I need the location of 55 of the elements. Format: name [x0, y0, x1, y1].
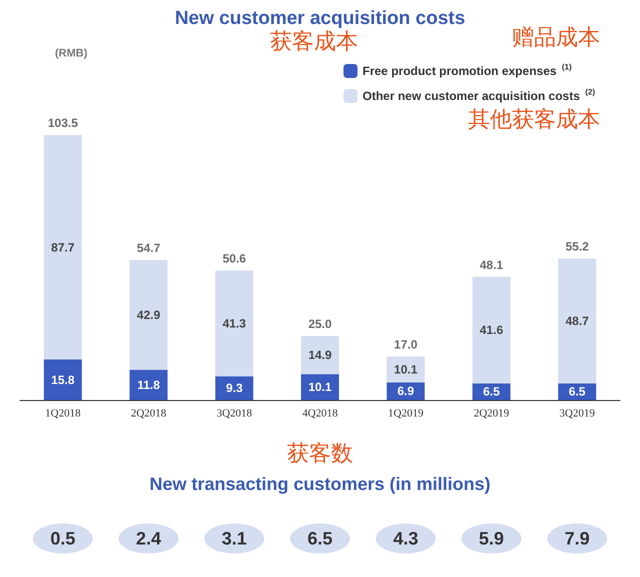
text: 获客成本 — [270, 28, 358, 54]
y-axis-title: (RMB) — [55, 48, 88, 60]
bar — [386, 356, 425, 382]
x-tick-label: 2Q2019 — [474, 408, 510, 420]
bar — [44, 360, 82, 400]
data-label: 87.7 — [51, 240, 75, 254]
data-label: 0.5 — [50, 528, 76, 548]
text: New transacting customers (in millions) — [149, 474, 491, 494]
data-label: 10.1 — [394, 362, 418, 376]
data-label: 6.9 — [397, 384, 414, 398]
data-label: 6.5 — [307, 528, 333, 548]
data-label: 15.8 — [51, 372, 75, 387]
x-tick-label: 4Q2018 — [302, 408, 338, 420]
bar — [301, 374, 339, 400]
x-tick-label: 1Q2018 — [45, 408, 82, 420]
bar — [558, 258, 596, 384]
text: 其他获客成本 — [468, 106, 600, 132]
bar — [44, 135, 82, 360]
data-label: 2.4 — [136, 528, 162, 548]
legend-label: Other new customer acquisition costs (2) — [362, 88, 596, 103]
data-label: 10.1 — [308, 380, 332, 394]
bar — [215, 376, 254, 400]
x-tick-label: 3Q2018 — [216, 408, 253, 420]
data-label: 9.3 — [226, 381, 243, 396]
data-label: 42.9 — [136, 308, 161, 322]
legend-label: Free product promotion expenses (1) — [362, 62, 572, 78]
data-label: 41.6 — [480, 323, 504, 338]
total-label: 17.0 — [394, 337, 418, 352]
data-label: 5.9 — [478, 528, 504, 548]
text: 赠品成本 — [512, 24, 600, 50]
total-label: 25.0 — [308, 316, 332, 331]
bar — [472, 276, 510, 384]
data-label: 6.5 — [568, 384, 586, 399]
data-label: 3.1 — [222, 528, 247, 548]
bar — [130, 260, 168, 370]
data-label: 7.9 — [564, 528, 590, 548]
total-label: 103.5 — [48, 116, 78, 130]
bar — [215, 270, 254, 376]
data-label: 11.8 — [137, 378, 160, 392]
data-label: 4.3 — [393, 528, 418, 548]
x-tick-label: 3Q2019 — [559, 408, 596, 420]
chart-title: New customer acquisition costs — [174, 8, 466, 29]
total-label: 48.1 — [480, 258, 504, 272]
bar — [130, 370, 168, 400]
bar — [301, 336, 339, 374]
x-tick-label: 2Q2018 — [130, 408, 167, 420]
x-tick-label: 1Q2019 — [388, 408, 424, 420]
data-label: 6.5 — [483, 384, 500, 399]
total-label: 54.7 — [136, 240, 161, 255]
data-label: 41.3 — [222, 316, 246, 330]
total-label: 55.2 — [565, 240, 590, 254]
data-label: 14.9 — [308, 348, 332, 362]
total-label: 50.6 — [222, 251, 246, 266]
text: 获客数 — [287, 440, 353, 466]
data-label: 48.7 — [565, 314, 590, 328]
